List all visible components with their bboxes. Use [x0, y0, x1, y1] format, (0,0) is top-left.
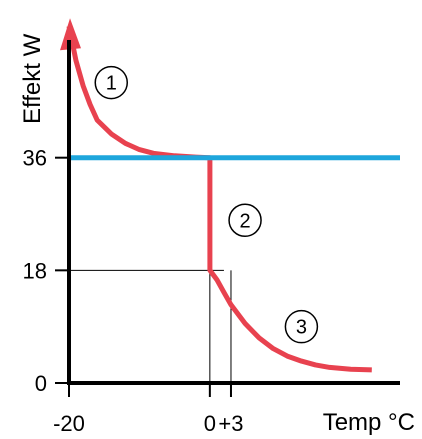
- region-marker-circle: [284, 309, 319, 344]
- region-marker-label: 2: [240, 210, 251, 232]
- region-marker-1: 1: [94, 65, 129, 100]
- region-marker-label: 1: [106, 73, 117, 95]
- y-tick-label-0: 0: [35, 371, 47, 396]
- reference-lines: [69, 269, 232, 383]
- region-marker-2: 2: [228, 203, 262, 238]
- x-tick-label-3: +3: [218, 411, 243, 436]
- annotations: 1 2 3: [94, 65, 319, 344]
- y-tick-label-18: 18: [23, 258, 47, 283]
- region-marker-3: 3: [284, 309, 319, 344]
- region-marker-circle: [94, 65, 129, 100]
- region-marker-circle: [228, 203, 262, 238]
- power-curve-line: [66, 25, 372, 373]
- curve-arrowhead: [60, 18, 81, 51]
- series-layer: [60, 18, 400, 373]
- x-tick-label-0: 0: [204, 411, 216, 436]
- y-axis-title: Effekt W: [19, 33, 46, 124]
- x-tick-label--20: -20: [53, 411, 85, 436]
- region-marker-label: 3: [296, 317, 307, 339]
- x-axis-title: Temp °C: [323, 409, 415, 436]
- axes: [67, 40, 400, 385]
- y-tick-label-36: 36: [23, 146, 47, 171]
